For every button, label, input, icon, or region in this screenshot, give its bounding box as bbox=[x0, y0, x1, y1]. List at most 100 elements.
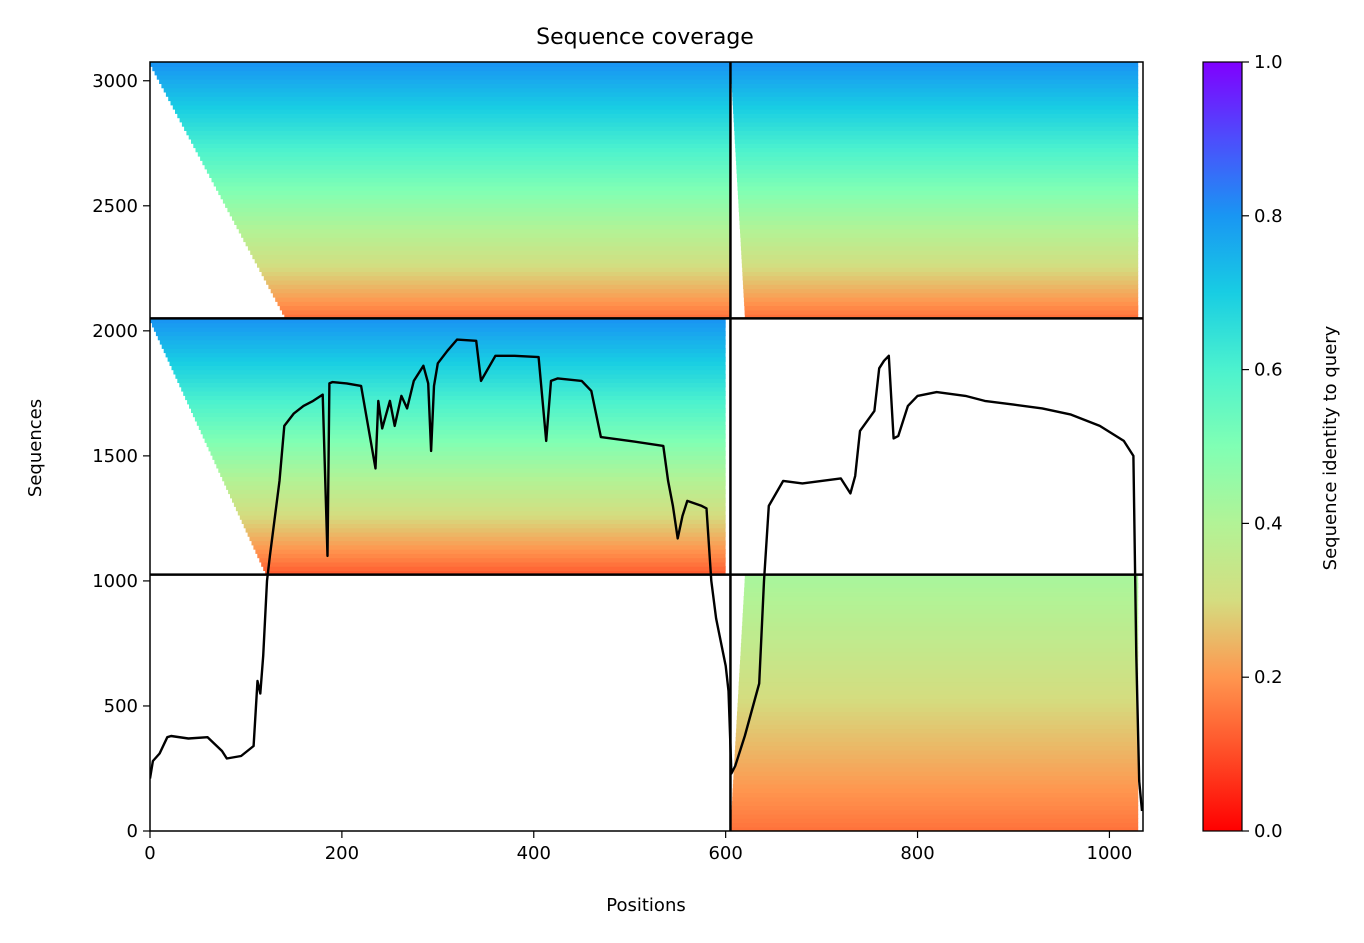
heatmap-row bbox=[185, 395, 726, 401]
heatmap-row bbox=[731, 74, 1139, 80]
heatmap-row bbox=[739, 211, 1139, 217]
y-tick-label: 1500 bbox=[92, 446, 138, 467]
heatmap-row bbox=[235, 506, 726, 512]
heatmap-row bbox=[744, 578, 1139, 584]
y-axis-label: Sequences bbox=[25, 399, 46, 497]
heatmap-row bbox=[743, 284, 1139, 290]
heatmap-row bbox=[730, 70, 1139, 76]
heatmap-row bbox=[741, 634, 1139, 640]
heatmap-row bbox=[159, 339, 726, 345]
chart-title: Sequence coverage bbox=[536, 25, 754, 50]
heatmap-row bbox=[188, 134, 731, 140]
heatmap-row bbox=[741, 638, 1139, 644]
heatmap-row bbox=[743, 591, 1139, 597]
heatmap-row bbox=[740, 651, 1139, 657]
heatmap-row bbox=[741, 262, 1139, 268]
heatmap-row bbox=[740, 643, 1139, 648]
heatmap-row bbox=[177, 113, 731, 119]
heatmap-row bbox=[740, 237, 1139, 243]
heatmap-row bbox=[732, 788, 1139, 794]
heatmap-row bbox=[282, 309, 731, 315]
heatmap-row bbox=[175, 109, 731, 114]
colorbar-tick-label: 0.8 bbox=[1254, 206, 1283, 227]
heatmap-row bbox=[735, 741, 1139, 747]
heatmap-row bbox=[183, 391, 726, 396]
heatmap-row bbox=[275, 297, 731, 302]
heatmap-row bbox=[224, 480, 726, 486]
heatmap-row bbox=[741, 254, 1139, 260]
heatmap-row bbox=[200, 429, 726, 435]
heatmap-row bbox=[730, 66, 1139, 72]
heatmap-row bbox=[738, 198, 1139, 204]
heatmap-row bbox=[259, 267, 731, 272]
heatmap-row bbox=[230, 493, 726, 499]
heatmap-row bbox=[191, 138, 731, 144]
heatmap-row bbox=[736, 168, 1139, 174]
heatmap-row bbox=[150, 62, 731, 67]
heatmap-row bbox=[739, 668, 1139, 674]
heatmap-row bbox=[733, 771, 1139, 777]
heatmap-row bbox=[736, 719, 1139, 725]
heatmap-row bbox=[232, 215, 731, 221]
heatmap-row bbox=[734, 749, 1139, 755]
heatmap-row bbox=[739, 664, 1139, 670]
heatmap-row bbox=[197, 151, 731, 157]
heatmap-row bbox=[742, 608, 1139, 614]
heatmap-row bbox=[734, 758, 1139, 764]
heatmap-row bbox=[232, 497, 726, 503]
heatmap-row bbox=[284, 314, 731, 319]
heatmap-row bbox=[220, 472, 726, 477]
heatmap-row bbox=[734, 762, 1139, 768]
heatmap-row bbox=[738, 694, 1139, 700]
heatmap-row bbox=[738, 690, 1139, 695]
heatmap-row bbox=[737, 177, 1139, 183]
heatmap-row bbox=[739, 215, 1139, 221]
heatmap-row bbox=[247, 531, 726, 537]
heatmap-row bbox=[252, 254, 731, 260]
heatmap-row bbox=[732, 796, 1139, 802]
heatmap-row bbox=[731, 83, 1139, 89]
heatmap-row bbox=[192, 412, 726, 418]
heatmap-row bbox=[732, 792, 1139, 798]
coverage-line bbox=[150, 338, 1143, 812]
colorbar-label: Sequence identity to query bbox=[1320, 325, 1341, 570]
heatmap-row bbox=[738, 681, 1139, 687]
heatmap-row bbox=[257, 262, 731, 268]
heatmap-row bbox=[734, 138, 1139, 144]
heatmap-row bbox=[277, 301, 731, 307]
heatmap-row bbox=[737, 707, 1139, 712]
heatmap-row bbox=[184, 126, 731, 131]
heatmap-row bbox=[736, 173, 1139, 178]
y-tick-label: 2000 bbox=[92, 321, 138, 342]
heatmap-row bbox=[163, 87, 731, 93]
heatmap-row bbox=[247, 245, 731, 251]
heatmap-row bbox=[150, 318, 726, 324]
heatmap-row bbox=[730, 62, 1139, 67]
heatmap-row bbox=[195, 147, 731, 153]
heatmap-row bbox=[742, 613, 1139, 618]
heatmap-row bbox=[196, 420, 726, 426]
plot-frame bbox=[149, 61, 1144, 832]
heatmap-row bbox=[167, 356, 726, 362]
heatmap-row bbox=[270, 288, 731, 294]
heatmap-row bbox=[744, 309, 1139, 315]
heatmap-row bbox=[257, 553, 726, 559]
heatmap-row bbox=[733, 775, 1139, 781]
heatmap-row bbox=[227, 207, 731, 213]
heatmap-row bbox=[736, 724, 1139, 730]
heatmap-row bbox=[741, 258, 1139, 264]
heatmap-row bbox=[731, 809, 1139, 815]
heatmap-blocks bbox=[150, 62, 1143, 831]
heatmap-row bbox=[735, 156, 1139, 161]
heatmap-row bbox=[194, 416, 726, 422]
heatmap-row bbox=[744, 583, 1139, 589]
heatmap-row bbox=[181, 121, 731, 127]
heatmap-row bbox=[744, 314, 1139, 319]
heatmap-row bbox=[263, 566, 726, 571]
heatmap-row bbox=[738, 194, 1139, 200]
heatmap-row bbox=[222, 476, 726, 482]
heatmap-row bbox=[214, 459, 726, 465]
heatmap-row bbox=[743, 297, 1139, 302]
heatmap-row bbox=[740, 228, 1139, 234]
heatmap-row bbox=[181, 386, 726, 392]
